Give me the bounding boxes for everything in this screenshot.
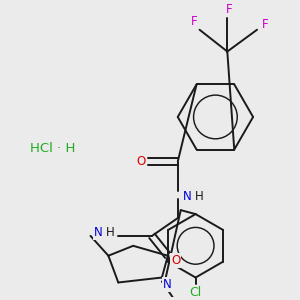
Text: H: H [195, 190, 204, 203]
Text: F: F [191, 15, 198, 28]
Text: N: N [183, 190, 192, 203]
Text: O: O [171, 254, 180, 267]
Text: N: N [94, 226, 103, 239]
Text: F: F [226, 3, 232, 16]
Text: O: O [136, 155, 146, 168]
Text: HCl · H: HCl · H [30, 142, 76, 155]
Text: F: F [262, 18, 268, 31]
Text: Cl: Cl [190, 286, 202, 299]
Text: H: H [106, 226, 115, 239]
Text: N: N [163, 278, 171, 291]
